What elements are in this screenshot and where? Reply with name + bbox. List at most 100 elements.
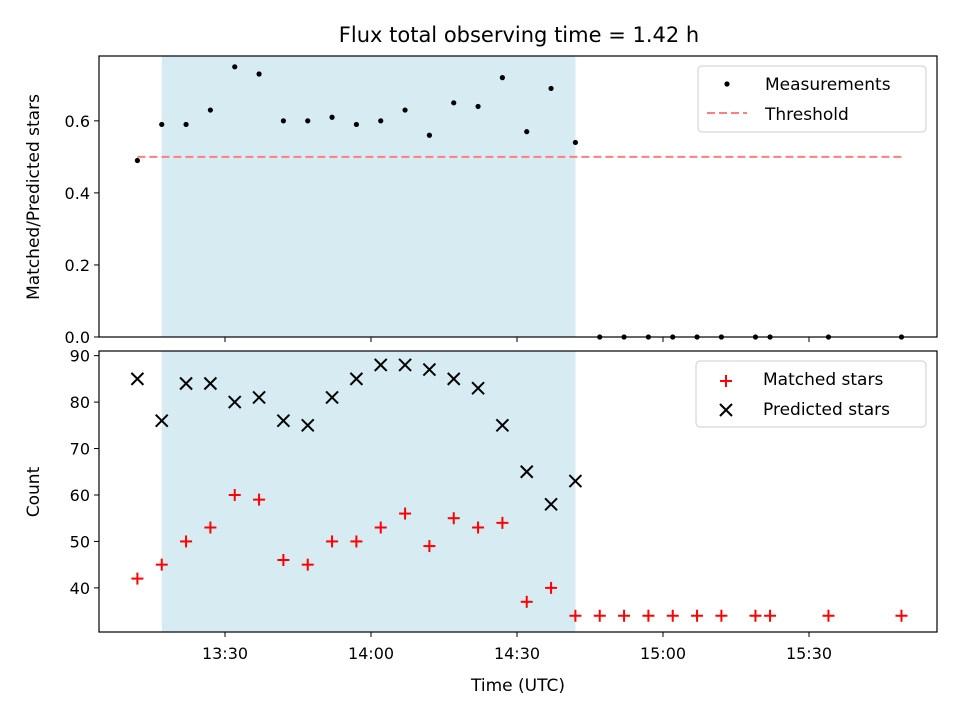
top-y-tick-label: 0.4 xyxy=(65,184,90,203)
bottom-y-tick-label: 80 xyxy=(70,393,90,412)
matched-star-point xyxy=(666,609,679,622)
bottom-y-axis-label: Count xyxy=(24,466,44,517)
matched-star-point xyxy=(301,558,314,571)
top-axes-frame xyxy=(98,55,938,338)
matched-star-point xyxy=(895,609,908,622)
top-observation-band xyxy=(161,56,576,337)
predicted-star-point xyxy=(203,376,218,391)
legend-label-matched-stars: Matched stars xyxy=(763,370,883,390)
legend-marker-measurements xyxy=(724,81,730,87)
predicted-star-point xyxy=(520,465,534,479)
matched-star-point xyxy=(520,595,533,608)
x-tick-label: 13:30 xyxy=(202,644,248,663)
predicted-star-point xyxy=(179,376,193,391)
measurement-point xyxy=(207,107,213,113)
x-tick-label: 14:00 xyxy=(348,644,394,663)
measurement-point xyxy=(305,118,311,124)
legend-marker-matched-stars xyxy=(720,375,732,387)
matched-star-point xyxy=(131,572,144,585)
matched-star-point xyxy=(180,535,193,548)
top-panel: 0.0 0.2 0.4 0.6 Matched/Predicted stars Mea… xyxy=(24,55,938,347)
bottom-y-tick-label: 90 xyxy=(70,347,90,366)
matched-star-point xyxy=(472,521,485,534)
measurement-point xyxy=(378,118,384,124)
measurement-point xyxy=(134,157,140,164)
matched-star-point xyxy=(822,609,835,622)
x-tick-label: 15:00 xyxy=(640,644,686,663)
predicted-star-point xyxy=(422,362,437,377)
matched-star-point xyxy=(618,609,631,622)
predicted-star-point xyxy=(228,395,242,409)
bottom-legend: Matched stars Predicted stars xyxy=(695,360,927,428)
predicted-star-point xyxy=(398,358,412,372)
measurement-point xyxy=(159,121,165,128)
matched-star-point xyxy=(715,609,728,622)
chart-title: Flux total observing time = 1.42 h xyxy=(339,23,699,47)
x-axis-label: Time (UTC) xyxy=(470,676,565,696)
matched-star-point xyxy=(545,581,558,594)
legend-marker-predicted-stars xyxy=(719,403,733,417)
bottom-panel: 40 50 60 70 80 90 13:30 14:00 14:30 15:00 15:30 C… xyxy=(24,347,938,696)
matched-star-point xyxy=(155,558,168,571)
predicted-star-point xyxy=(301,418,315,433)
top-y-tick-label: 0.0 xyxy=(65,328,90,347)
measurement-point xyxy=(451,100,457,106)
legend-label-measurements: Measurements xyxy=(765,75,891,95)
measurement-point xyxy=(353,121,359,128)
predicted-star-point xyxy=(252,390,266,405)
predicted-star-point xyxy=(349,372,364,386)
measurement-point xyxy=(402,107,408,113)
matched-star-point xyxy=(228,488,241,501)
predicted-star-point xyxy=(495,418,510,433)
bottom-y-tick-label: 50 xyxy=(70,532,90,551)
measurement-point xyxy=(183,121,189,128)
measurement-point xyxy=(256,71,262,77)
bottom-axes-frame xyxy=(98,350,938,633)
predicted-star-point xyxy=(568,474,583,488)
predicted-star-point xyxy=(155,413,169,428)
measurement-point xyxy=(475,103,481,110)
top-legend: Measurements Threshold xyxy=(697,65,927,133)
top-y-tick-label: 0.6 xyxy=(65,112,90,131)
measurement-point xyxy=(426,132,432,138)
measurement-point xyxy=(524,129,530,135)
x-tick-label: 15:30 xyxy=(786,644,832,663)
predicted-star-point xyxy=(130,372,145,386)
measurement-point xyxy=(280,118,286,124)
predicted-star-point xyxy=(471,381,485,395)
measurement-point xyxy=(548,85,554,92)
predicted-star-point xyxy=(276,413,291,428)
matched-star-point xyxy=(204,521,217,534)
matched-star-point xyxy=(399,507,412,520)
predicted-star-point xyxy=(374,358,388,372)
matched-star-point xyxy=(764,609,777,622)
matched-star-point xyxy=(253,493,266,506)
legend-label-predicted-stars: Predicted stars xyxy=(763,400,890,420)
top-y-tick-label: 0.2 xyxy=(65,256,90,275)
matched-star-point xyxy=(749,609,762,622)
measurement-point xyxy=(572,139,579,146)
x-tick-label: 14:30 xyxy=(494,644,540,663)
matched-star-point xyxy=(691,609,704,622)
matched-star-point xyxy=(593,609,606,622)
predicted-star-point xyxy=(447,372,461,386)
matched-star-point xyxy=(642,609,655,622)
matched-star-point xyxy=(350,535,363,548)
bottom-observation-band xyxy=(161,351,576,632)
predicted-star-point xyxy=(544,497,558,511)
bottom-y-tick-label: 40 xyxy=(70,579,90,598)
matched-star-point xyxy=(569,609,582,622)
matched-star-point xyxy=(374,521,387,534)
matched-star-point xyxy=(496,516,509,529)
matched-star-point xyxy=(423,540,436,553)
matched-star-point xyxy=(447,512,460,525)
measurement-point xyxy=(499,75,505,81)
matched-star-point xyxy=(277,554,290,567)
top-y-axis-label: Matched/Predicted stars xyxy=(24,94,44,300)
predicted-star-point xyxy=(325,390,339,405)
bottom-y-tick-label: 70 xyxy=(70,440,90,459)
measurement-point xyxy=(329,114,335,120)
legend-label-threshold: Threshold xyxy=(764,105,849,125)
measurement-point xyxy=(232,64,238,70)
